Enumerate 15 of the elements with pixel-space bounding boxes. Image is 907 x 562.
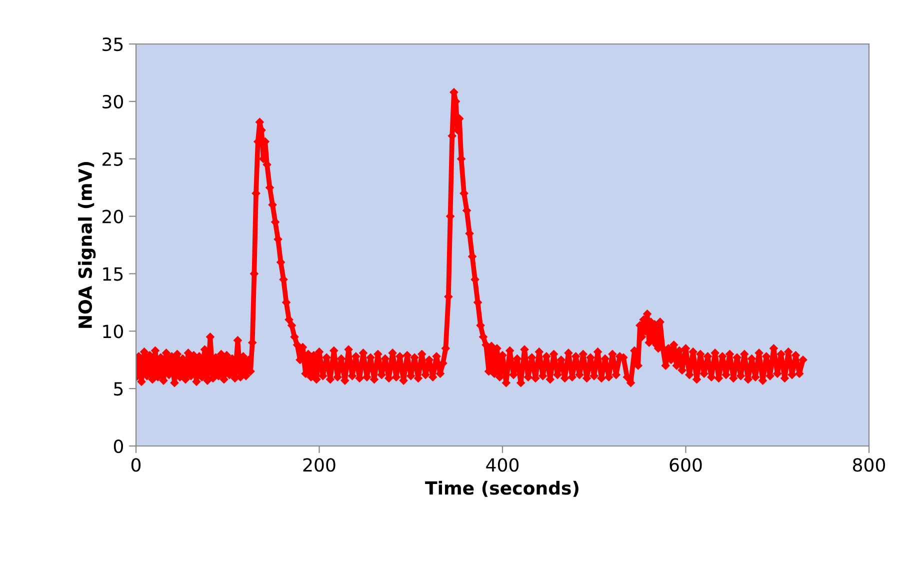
y-tick-label: 0 <box>114 439 123 454</box>
y-tick-label: 30 <box>102 94 123 109</box>
y-tick-label: 25 <box>102 152 123 166</box>
y-tick-label: 5 <box>114 382 123 396</box>
x-axis-title: Time (seconds) <box>425 480 578 497</box>
y-axis-title: NOA Signal (mV) <box>78 162 96 328</box>
y-tick-label: 35 <box>102 37 123 52</box>
x-tick-label: 200 <box>303 458 336 472</box>
x-tick-label: 0 <box>131 458 141 472</box>
y-tick-label: 10 <box>103 324 123 338</box>
x-tick-label: 800 <box>852 458 886 472</box>
x-tick-label: 600 <box>670 458 702 472</box>
y-tick-label: 20 <box>102 210 123 224</box>
y-tick-label: 15 <box>103 267 123 281</box>
x-tick-label: 400 <box>486 458 519 472</box>
